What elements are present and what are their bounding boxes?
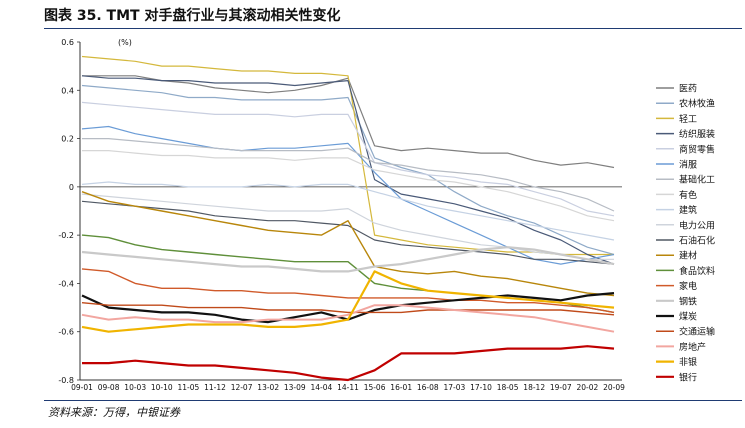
x-tick-label: 09-08	[98, 383, 120, 392]
legend-label: 食品饮料	[679, 265, 715, 277]
series-line	[81, 181, 615, 241]
x-tick-label: 15-06	[364, 383, 386, 392]
legend-label: 轻工	[679, 113, 697, 125]
x-tick-label: 09-01	[71, 383, 93, 392]
x-tick-label: 18-05	[497, 383, 519, 392]
source-note: 资料来源：万得，中银证券	[48, 406, 180, 419]
x-tick-label: 14-04	[311, 383, 333, 392]
series-line	[81, 193, 614, 260]
series-line	[81, 125, 615, 265]
x-tick-label: 12-07	[231, 383, 253, 392]
legend-label: 纺织服装	[679, 128, 715, 140]
x-tick-label: 20-09	[603, 383, 625, 392]
legend: 医药农林牧渔轻工纺织服装商贸零售消服基础化工有色建筑电力公用石油石化建材食品饮料…	[656, 84, 715, 383]
legend-label: 钢铁	[679, 295, 697, 307]
x-tick-label: 10-03	[124, 383, 146, 392]
legend-label: 医药	[679, 84, 697, 95]
series-line	[81, 302, 615, 316]
series-line	[81, 191, 615, 297]
line-chart: (%) 0.60.40.20-0.2-0.4-0.6-0.8 09-01 09-0…	[58, 38, 715, 392]
y-tick-label: 0.4	[61, 86, 74, 95]
x-tick-label: 17-10	[470, 383, 492, 392]
plot-area: (%) 0.60.40.20-0.2-0.4-0.6-0.8 09-01 09-0…	[58, 38, 625, 392]
legend-label: 房地产	[679, 341, 706, 353]
series-line	[81, 268, 615, 314]
x-tick-label: 11-05	[178, 383, 200, 392]
legend-label: 电力公用	[679, 219, 715, 231]
y-tick-label: 0.2	[61, 135, 74, 144]
series-line	[82, 345, 615, 382]
x-tick-label: 19-07	[550, 383, 572, 392]
legend-label: 消服	[679, 159, 697, 171]
legend-label: 非银	[679, 356, 697, 368]
x-tick-labels: 09-01 09-08 10-03 10-10 11-05 11-12 12-07 13-02…	[71, 383, 625, 392]
unit-label: (%)	[118, 38, 132, 47]
legend-label: 有色	[679, 189, 697, 201]
y-tick-label: -0.2	[58, 231, 74, 240]
series-line	[81, 75, 615, 265]
y-tick-label: -0.4	[58, 279, 74, 288]
legend-label: 煤炭	[679, 311, 697, 323]
legend-label: 石油石化	[679, 235, 715, 247]
legend-label: 农林牧渔	[679, 98, 715, 110]
series-line	[81, 304, 615, 333]
series-line	[82, 138, 615, 212]
legend-label: 建筑	[679, 204, 697, 216]
series-lines	[81, 55, 615, 382]
series-line	[81, 84, 615, 256]
series-line	[81, 270, 615, 333]
y-tick-labels: 0.6 0.4 0.2 0 -0.2 -0.4 -0.6 -0.8	[58, 38, 80, 385]
x-tick-label: 13-09	[284, 383, 306, 392]
x-tick-label: 20-02	[577, 383, 599, 392]
legend-label: 基础化工	[679, 174, 715, 186]
series-line	[81, 246, 615, 273]
x-tick-label: 14-11	[337, 383, 359, 392]
x-tick-label: 16-01	[390, 383, 412, 392]
legend-label: 交通运输	[679, 326, 715, 338]
series-line	[81, 55, 614, 256]
x-tick-label: 17-03	[444, 383, 466, 392]
y-tick-label: 0	[69, 183, 74, 192]
legend-label: 银行	[679, 371, 697, 383]
figure-title: 图表 35. TMT 对手盘行业与其滚动相关性变化	[44, 8, 341, 24]
x-tick-label: 16-08	[417, 383, 439, 392]
x-tick-label: 10-10	[151, 383, 173, 392]
series-line	[82, 75, 615, 169]
y-tick-label: -0.8	[58, 376, 74, 385]
series-line	[81, 200, 615, 265]
y-tick-label: 0.6	[61, 38, 74, 47]
footer-rule	[44, 400, 742, 401]
y-tick-label: -0.6	[58, 328, 74, 337]
legend-label: 建材	[679, 250, 697, 262]
title-rule	[44, 28, 742, 29]
series-line	[82, 150, 615, 222]
series-line	[81, 101, 615, 217]
x-tick-label: 11-12	[204, 383, 226, 392]
x-tick-label: 18-12	[523, 383, 545, 392]
legend-label: 家电	[679, 280, 697, 292]
legend-label: 商贸零售	[679, 143, 715, 155]
x-tick-label: 13-02	[257, 383, 279, 392]
